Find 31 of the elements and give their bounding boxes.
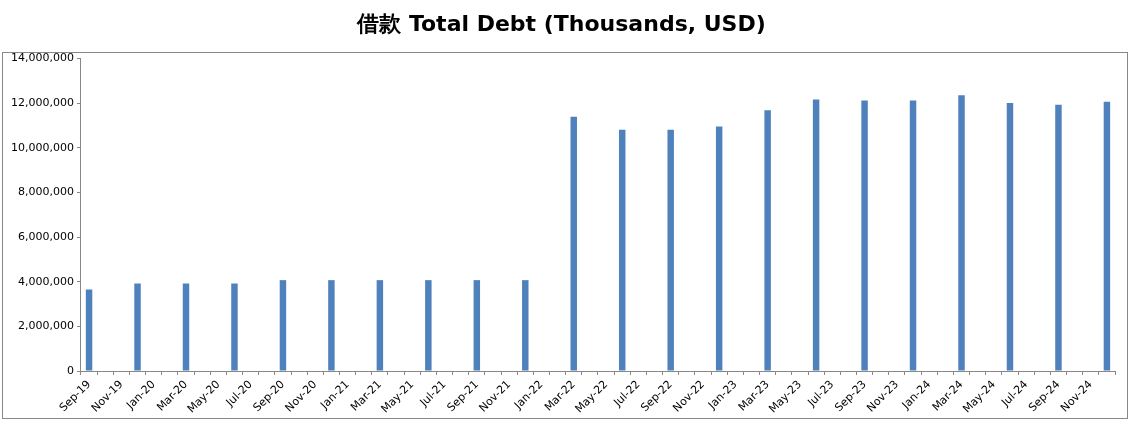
bar xyxy=(522,280,529,371)
y-tick-label: 8,000,000 xyxy=(18,185,74,199)
bar xyxy=(764,110,771,371)
chart-title: 借款 Total Debt (Thousands, USD) xyxy=(356,10,766,36)
bar xyxy=(328,280,335,371)
y-tick-label: 12,000,000 xyxy=(11,95,74,109)
bar xyxy=(182,283,190,371)
bar xyxy=(1055,104,1062,371)
bar xyxy=(1103,101,1111,371)
y-tick-label: 0 xyxy=(66,363,74,377)
y-tick-label: 6,000,000 xyxy=(18,229,74,243)
bar xyxy=(715,126,723,371)
bar xyxy=(812,99,820,371)
bar xyxy=(570,116,577,371)
bar xyxy=(667,129,674,371)
bar xyxy=(958,95,965,371)
bar xyxy=(861,100,868,371)
y-tick-label: 10,000,000 xyxy=(11,140,74,154)
bar xyxy=(618,129,626,371)
y-tick-label: 4,000,000 xyxy=(18,274,74,288)
bar xyxy=(279,280,287,371)
bar xyxy=(85,289,93,371)
bar xyxy=(376,280,384,371)
bar xyxy=(231,283,238,371)
y-tick-label: 14,000,000 xyxy=(11,51,74,65)
bar xyxy=(134,283,141,371)
y-tick-label: 2,000,000 xyxy=(18,319,74,333)
bar xyxy=(425,280,432,371)
bar xyxy=(473,280,481,371)
bar xyxy=(1006,103,1014,371)
bar xyxy=(909,100,917,371)
